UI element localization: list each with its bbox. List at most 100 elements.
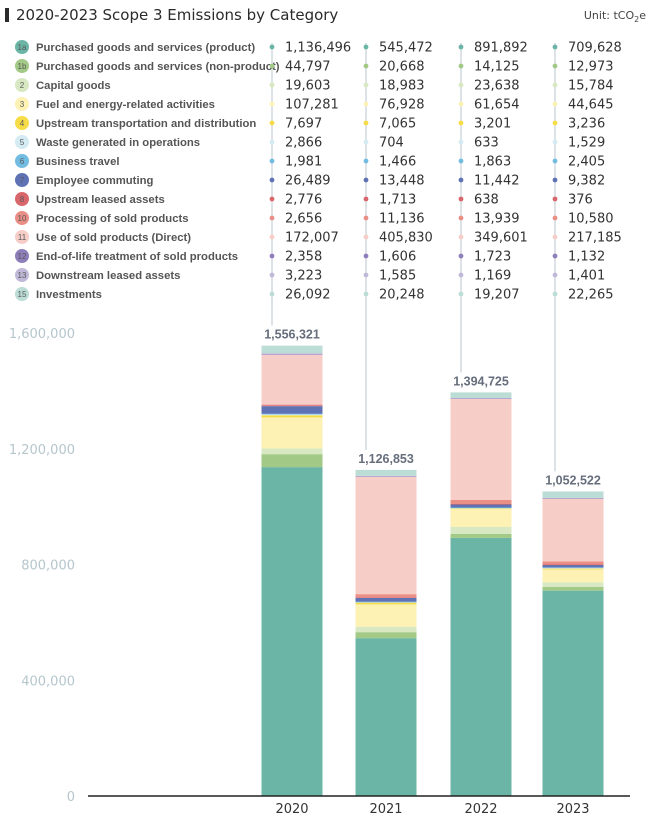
unit-label: Unit: tCO2e [584, 9, 646, 24]
x-tick-label: 2021 [369, 802, 402, 817]
value-cell: 18,983 [379, 79, 425, 94]
bar-segment [450, 507, 512, 509]
value-cell: 1,132 [568, 250, 605, 265]
value-dot [458, 44, 464, 50]
value-dot [458, 101, 464, 107]
value-dot [552, 253, 558, 259]
value-dot [552, 101, 558, 107]
value-dot [363, 44, 369, 50]
value-cell: 891,892 [474, 41, 528, 56]
value-cell: 1,529 [568, 136, 605, 151]
legend-code: 10 [18, 214, 27, 223]
unit-prefix: Unit: tCO [584, 9, 635, 22]
bar-total-label: 1,052,522 [545, 473, 601, 487]
value-cell: 405,830 [379, 231, 433, 246]
bar-segment [542, 569, 604, 583]
value-cell: 1,713 [379, 193, 416, 208]
value-dot [363, 196, 369, 202]
bar-segment [355, 638, 417, 796]
value-cell: 2,405 [568, 155, 605, 170]
value-dot [458, 272, 464, 278]
legend-code: 12 [18, 252, 27, 261]
legend-label: Fuel and energy-related activities [36, 99, 215, 111]
bar-segment [542, 567, 604, 569]
value-dot [363, 63, 369, 69]
bar-segment [450, 504, 512, 508]
value-cell: 26,489 [285, 174, 331, 189]
value-cell: 1,863 [474, 155, 511, 170]
value-cell: 2,866 [285, 136, 322, 151]
value-dot [458, 120, 464, 126]
x-axis-labels: 2020 2021 2022 2023 [275, 802, 589, 817]
value-dot [552, 215, 558, 221]
value-cell: 1,401 [568, 269, 605, 284]
bar-segment [355, 469, 417, 476]
value-cell: 2,656 [285, 212, 322, 227]
value-cell: 7,065 [379, 117, 416, 132]
bar-segment [542, 582, 604, 587]
value-cell: 44,645 [568, 98, 614, 113]
value-cell: 7,697 [285, 117, 322, 132]
legend-label: Business travel [36, 156, 120, 168]
legend-swatch [15, 287, 29, 301]
bar-segment [542, 491, 604, 498]
legend-label: Upstream leased assets [36, 194, 165, 206]
legend-swatch [15, 135, 29, 149]
y-tick-label: 1,200,000 [9, 443, 75, 458]
value-cell: 10,580 [568, 212, 614, 227]
bar-segment [261, 415, 323, 418]
legend-label: Purchased goods and services (product) [36, 42, 255, 54]
x-tick-label: 2022 [464, 802, 497, 817]
legend-label: Employee commuting [36, 175, 153, 187]
bar-segment [261, 448, 323, 455]
value-dot [458, 253, 464, 259]
legend-swatch [15, 173, 29, 187]
y-tick-label: 400,000 [21, 674, 75, 689]
bar-segment [542, 561, 604, 565]
value-dot [363, 120, 369, 126]
value-dot [363, 139, 369, 145]
value-dot [458, 139, 464, 145]
value-cell: 704 [379, 136, 404, 151]
value-dot [269, 120, 275, 126]
legend-swatch [15, 116, 29, 130]
value-cell: 217,185 [568, 231, 622, 246]
legend-label: Upstream transportation and distribution [36, 118, 256, 130]
bar-segment [355, 476, 417, 595]
bar-segment [450, 503, 512, 505]
value-cell: 633 [474, 136, 499, 151]
bar-segment [261, 467, 323, 796]
bar-segment [542, 568, 604, 569]
bar-segment [450, 508, 512, 509]
bar-segment [450, 509, 512, 527]
value-cell: 638 [474, 193, 499, 208]
value-dot [458, 82, 464, 88]
legend-code: 7 [20, 176, 25, 185]
legend-label: End-of-life treatment of sold products [36, 251, 238, 263]
legend-label: Downstream leased assets [36, 270, 180, 282]
value-cell: 1,606 [379, 250, 416, 265]
bar-segment [450, 397, 512, 399]
bar-segment [355, 602, 417, 603]
bar-segment [542, 498, 604, 562]
bar-segment [450, 537, 512, 796]
bar-segment [261, 354, 323, 405]
value-dot [363, 291, 369, 297]
value-cell: 1,723 [474, 250, 511, 265]
value-dot [363, 158, 369, 164]
bar-segment [261, 413, 323, 415]
legend-code: 8 [20, 195, 25, 204]
legend-label: Use of sold products (Direct) [36, 232, 191, 244]
value-dot [552, 63, 558, 69]
value-cell: 1,169 [474, 269, 511, 284]
bar-segment [355, 597, 417, 602]
legend-label: Waste generated in operations [36, 137, 200, 149]
value-cell: 12,973 [568, 60, 614, 75]
value-cell: 15,784 [568, 79, 614, 94]
bar-segment [450, 533, 512, 538]
bar-segment [542, 568, 604, 570]
bar-segment [261, 417, 323, 449]
value-cell: 545,472 [379, 41, 433, 56]
value-dot [552, 291, 558, 297]
bar-segment [355, 476, 417, 477]
